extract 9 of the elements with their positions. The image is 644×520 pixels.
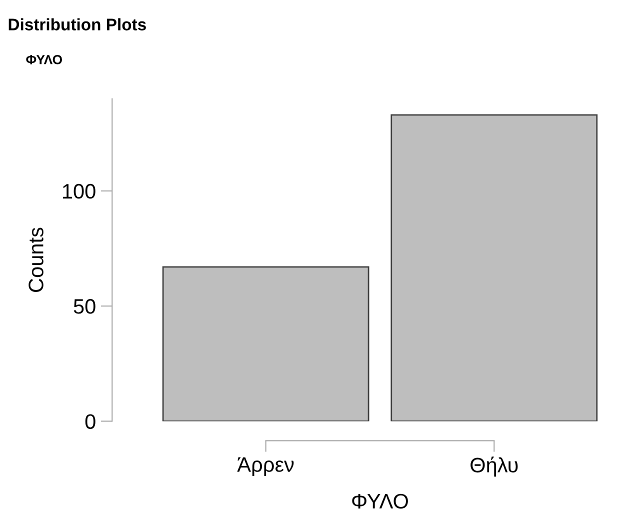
y-axis-title: Counts xyxy=(28,228,44,292)
chart-title: Distribution Plots xyxy=(8,18,146,30)
text: ΦΥΛΟ xyxy=(26,54,62,64)
x-axis-title: ΦΥΛΟ xyxy=(352,494,408,509)
x-tick-label: Θήλυ xyxy=(470,456,518,477)
x-tick-label: Άρρεν xyxy=(237,457,294,476)
y-tick-label: 0 xyxy=(85,414,96,429)
y-tick-label: 100 xyxy=(62,184,96,199)
y-tick-label: 50 xyxy=(74,299,96,314)
